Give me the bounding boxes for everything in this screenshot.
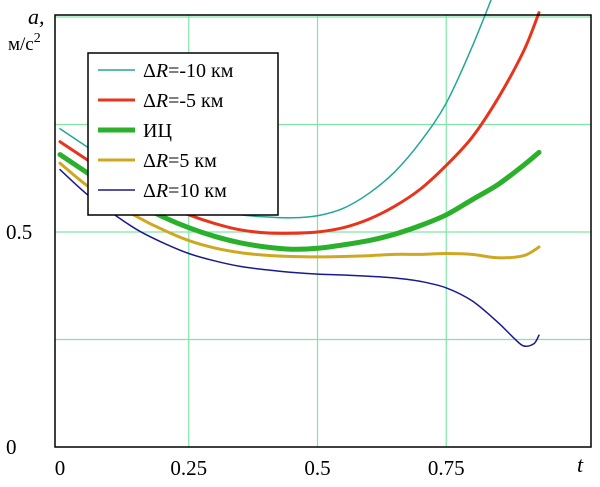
y-axis-letter: a, bbox=[28, 4, 45, 29]
y-tick-label: 0 bbox=[6, 435, 17, 459]
legend-items: ΔR=-10 км ΔR=-5 км ИЦ ΔR=5 км ΔR=10 км bbox=[98, 60, 234, 202]
y-axis-unit-main: м/с bbox=[8, 34, 34, 55]
x-axis-letter: t bbox=[577, 452, 584, 477]
tick-labels: 0 0.25 0.5 0.75 0 0.5 bbox=[6, 220, 465, 480]
legend-label-0: ΔR=-10 км bbox=[143, 60, 234, 82]
y-tick-label: 0.5 bbox=[6, 220, 32, 244]
x-tick-label: 0.75 bbox=[428, 456, 465, 480]
legend-label-2: ИЦ bbox=[143, 120, 172, 142]
series-line-3 bbox=[58, 161, 541, 260]
legend-label-1: ΔR=-5 км bbox=[143, 90, 224, 112]
y-axis-unit-sup: 2 bbox=[34, 31, 41, 46]
legend: ΔR=-10 км ΔR=-5 км ИЦ ΔR=5 км ΔR=10 км bbox=[87, 52, 279, 216]
legend-label-4: ΔR=10 км bbox=[143, 180, 227, 202]
legend-label-3: ΔR=5 км bbox=[143, 150, 217, 172]
x-tick-label: 0.25 bbox=[170, 456, 207, 480]
series-line-4 bbox=[59, 168, 540, 348]
x-tick-label: 0 bbox=[55, 456, 66, 480]
y-axis-unit: м/с2 bbox=[8, 31, 41, 55]
legend-box bbox=[87, 52, 279, 216]
plot-frame bbox=[54, 14, 592, 448]
x-tick-label: 0.5 bbox=[304, 456, 330, 480]
